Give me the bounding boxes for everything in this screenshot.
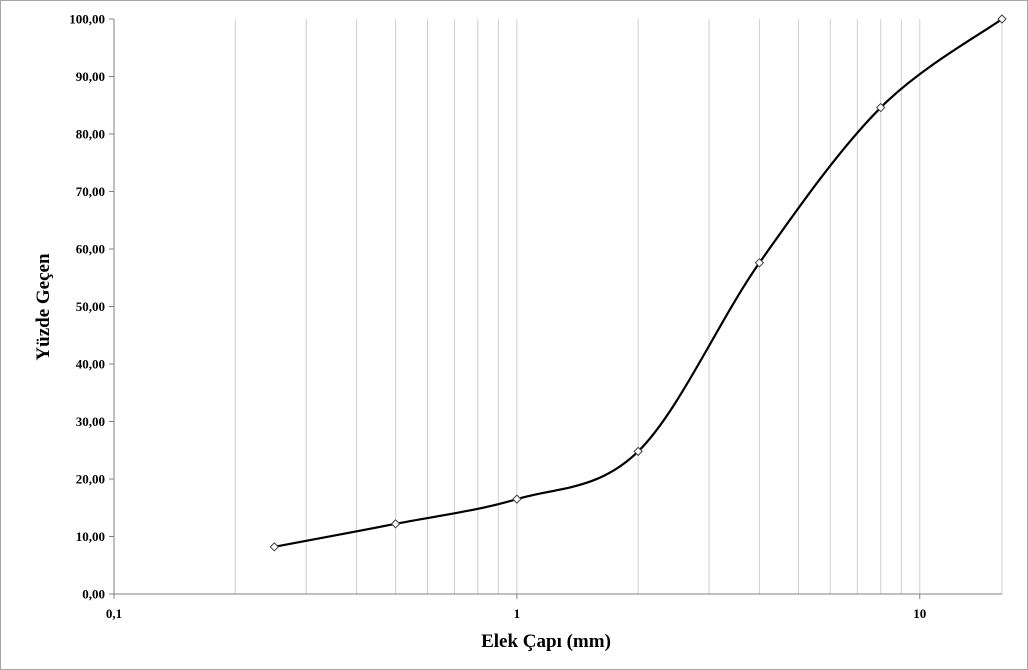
x-tick-labels: 0,1 1 10 [106, 606, 926, 621]
y-tick-label: 90,00 [76, 69, 105, 84]
y-tick-label: 80,00 [76, 127, 105, 142]
y-tick-label: 30,00 [76, 414, 105, 429]
series-layer [269, 14, 1007, 552]
x-tick-label: 0,1 [106, 606, 122, 621]
y-tick-label: 0,00 [82, 587, 105, 602]
y-tick-label: 40,00 [76, 357, 105, 372]
data-point [754, 258, 765, 268]
x-tick-label: 10 [913, 606, 926, 621]
grid-layer [234, 19, 1003, 594]
data-point [997, 14, 1007, 24]
y-tick-labels: 0,00 10,00 20,00 30,00 40,00 50,00 60,00 70,00 8… [69, 12, 105, 602]
x-axis-title: Elek Çapı (mm) [481, 631, 611, 652]
data-point [633, 446, 643, 457]
y-tick-label: 20,00 [76, 472, 105, 487]
y-tick-label: 70,00 [76, 184, 105, 199]
data-point [876, 102, 886, 113]
y-tick-label: 60,00 [76, 242, 105, 257]
y-tick-label: 50,00 [76, 299, 105, 314]
data-point [512, 494, 522, 504]
axes-layer [109, 18, 1002, 599]
y-tick-label: 10,00 [76, 529, 105, 544]
x-tick-label: 1 [514, 606, 521, 621]
y-axis-title: Yüzde Geçen [33, 253, 54, 361]
y-tick-label: 100,00 [69, 12, 105, 27]
data-point [390, 519, 401, 529]
data-point [269, 542, 280, 552]
